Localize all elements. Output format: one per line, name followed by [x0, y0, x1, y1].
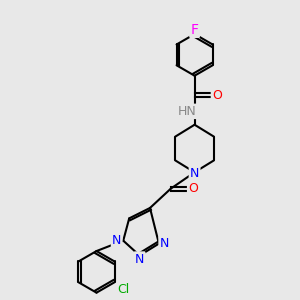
- Text: N: N: [190, 167, 199, 180]
- Text: O: O: [212, 88, 222, 101]
- Text: N: N: [135, 253, 144, 266]
- Text: Cl: Cl: [117, 283, 130, 296]
- Text: HN: HN: [178, 105, 196, 118]
- Text: O: O: [188, 182, 198, 195]
- Text: N: N: [160, 237, 169, 250]
- Text: N: N: [112, 234, 122, 247]
- Text: F: F: [190, 22, 199, 37]
